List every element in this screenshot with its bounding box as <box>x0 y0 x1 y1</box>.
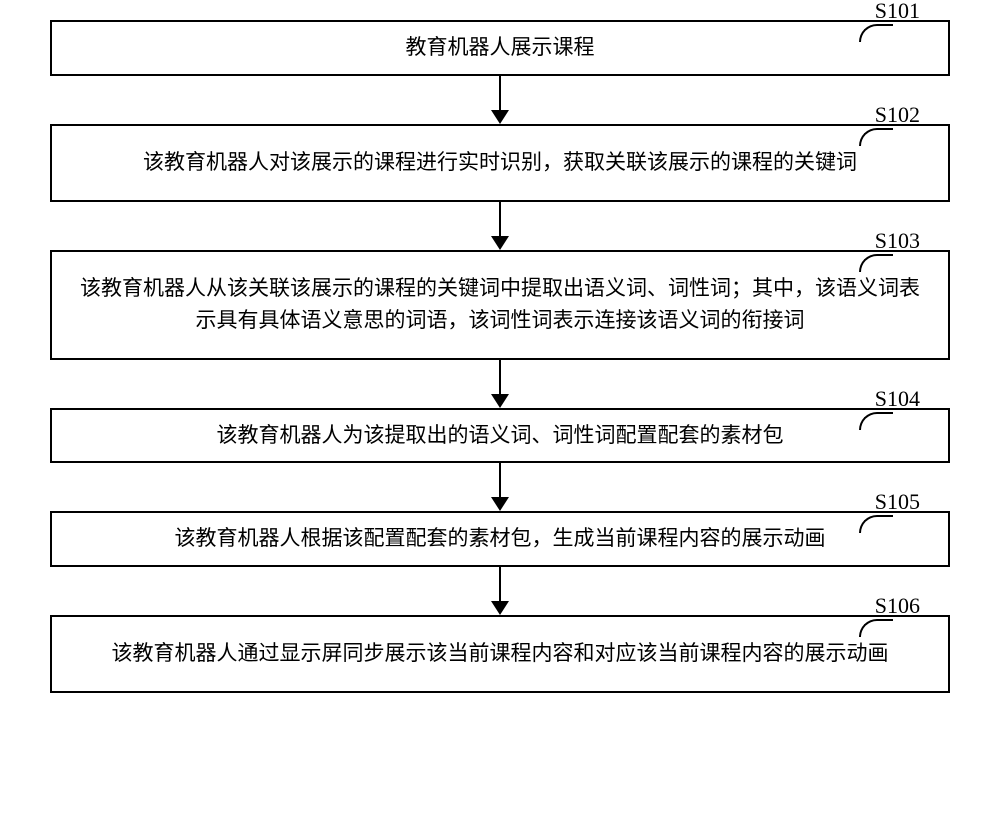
step-s103: S103 该教育机器人从该关联该展示的课程的关键词中提取出语义词、词性词；其中，… <box>50 250 950 360</box>
arrow-s105-s106 <box>491 567 509 615</box>
step-text: 该教育机器人通过显示屏同步展示该当前课程内容和对应该当前课程内容的展示动画 <box>112 638 889 670</box>
arrow-s103-s104 <box>491 360 509 408</box>
step-s105: S105 该教育机器人根据该配置配套的素材包，生成当前课程内容的展示动画 <box>50 511 950 567</box>
step-s106: S106 该教育机器人通过显示屏同步展示该当前课程内容和对应该当前课程内容的展示… <box>50 615 950 693</box>
step-box: 教育机器人展示课程 <box>50 20 950 76</box>
label-hook <box>859 515 893 533</box>
arrow-head-icon <box>491 110 509 124</box>
arrow-line <box>499 76 501 110</box>
step-label-wrap: S103 <box>865 230 920 272</box>
step-s104: S104 该教育机器人为该提取出的语义词、词性词配置配套的素材包 <box>50 408 950 464</box>
arrow-s101-s102 <box>491 76 509 124</box>
step-label-wrap: S105 <box>865 491 920 533</box>
arrow-head-icon <box>491 497 509 511</box>
step-text: 该教育机器人从该关联该展示的课程的关键词中提取出语义词、词性词；其中，该语义词表… <box>70 273 930 336</box>
step-label: S101 <box>875 0 920 22</box>
arrow-head-icon <box>491 601 509 615</box>
arrow-head-icon <box>491 236 509 250</box>
label-hook <box>859 24 893 42</box>
arrow-s102-s103 <box>491 202 509 250</box>
arrow-line <box>499 463 501 497</box>
step-box: 该教育机器人根据该配置配套的素材包，生成当前课程内容的展示动画 <box>50 511 950 567</box>
step-label-wrap: S104 <box>865 388 920 430</box>
step-label-wrap: S106 <box>865 595 920 637</box>
arrow-line <box>499 567 501 601</box>
label-hook <box>859 254 893 272</box>
step-box: 该教育机器人从该关联该展示的课程的关键词中提取出语义词、词性词；其中，该语义词表… <box>50 250 950 360</box>
step-text: 该教育机器人为该提取出的语义词、词性词配置配套的素材包 <box>217 420 784 452</box>
step-label-wrap: S102 <box>865 104 920 146</box>
flowchart-container: S101 教育机器人展示课程 S102 该教育机器人对该展示的课程进行实时识别，… <box>30 20 970 693</box>
step-label: S105 <box>875 491 920 513</box>
step-box: 该教育机器人为该提取出的语义词、词性词配置配套的素材包 <box>50 408 950 464</box>
arrow-s104-s105 <box>491 463 509 511</box>
arrow-head-icon <box>491 394 509 408</box>
arrow-line <box>499 202 501 236</box>
step-label: S102 <box>875 104 920 126</box>
step-box: 该教育机器人对该展示的课程进行实时识别，获取关联该展示的课程的关键词 <box>50 124 950 202</box>
step-label: S106 <box>875 595 920 617</box>
step-label: S103 <box>875 230 920 252</box>
arrow-line <box>499 360 501 394</box>
step-text: 教育机器人展示课程 <box>406 32 595 64</box>
step-s101: S101 教育机器人展示课程 <box>50 20 950 76</box>
step-label-wrap: S101 <box>865 0 920 42</box>
label-hook <box>859 412 893 430</box>
step-text: 该教育机器人根据该配置配套的素材包，生成当前课程内容的展示动画 <box>175 523 826 555</box>
step-s102: S102 该教育机器人对该展示的课程进行实时识别，获取关联该展示的课程的关键词 <box>50 124 950 202</box>
label-hook <box>859 128 893 146</box>
step-text: 该教育机器人对该展示的课程进行实时识别，获取关联该展示的课程的关键词 <box>143 147 857 179</box>
step-label: S104 <box>875 388 920 410</box>
step-box: 该教育机器人通过显示屏同步展示该当前课程内容和对应该当前课程内容的展示动画 <box>50 615 950 693</box>
label-hook <box>859 619 893 637</box>
